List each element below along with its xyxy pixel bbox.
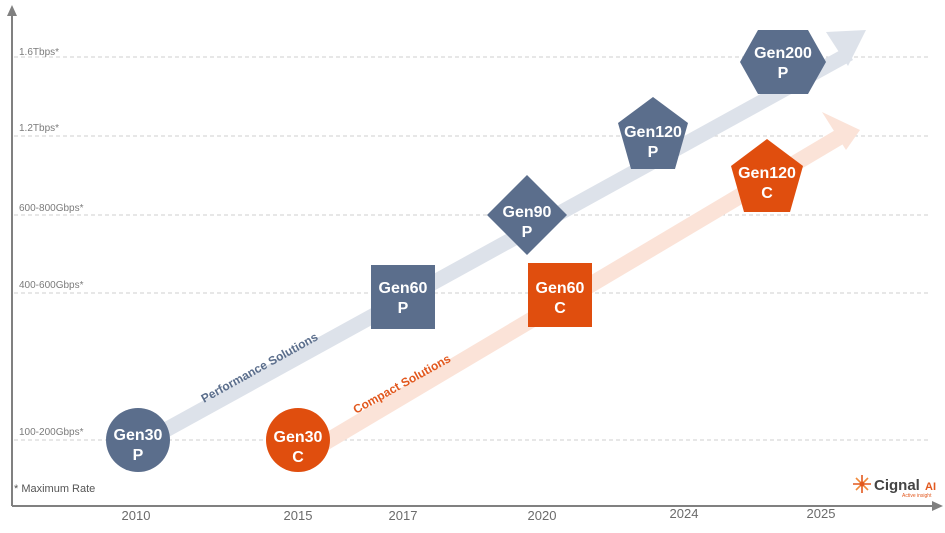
node-gen30c-line2: C: [292, 449, 304, 466]
node-gen120c-line2: C: [761, 185, 773, 202]
node-gen30c: Gen30 C: [266, 408, 330, 472]
node-gen30c-line1: Gen30: [274, 429, 323, 446]
y-axis-arrowhead: [7, 5, 17, 16]
x-label-2020: 2020: [528, 508, 557, 523]
spark-icon: [853, 475, 871, 493]
y-label-100-200: 100-200Gbps*: [19, 427, 84, 438]
logo-tagline: Active insight: [902, 493, 932, 499]
cignal-logo: Cignal AI Active insight: [853, 475, 936, 499]
node-gen200p-line1: Gen200: [754, 45, 812, 62]
logo-name: Cignal: [874, 477, 920, 494]
footnote: * Maximum Rate: [14, 483, 95, 495]
y-label-600-800: 600-800Gbps*: [19, 203, 84, 214]
node-gen30c-shape: [266, 408, 330, 472]
node-gen60c-line1: Gen60: [536, 280, 585, 297]
node-gen60c-line2: C: [554, 300, 566, 317]
grid-lines: [14, 56, 930, 441]
node-gen30p-line2: P: [133, 447, 144, 464]
node-gen90p: Gen90 P: [487, 175, 567, 255]
x-label-2015: 2015: [284, 508, 313, 523]
axes: [7, 5, 943, 511]
node-gen120p: Gen120 P: [618, 97, 688, 169]
node-gen30p-shape: [106, 408, 170, 472]
node-gen200p: Gen200 P: [740, 30, 826, 94]
performance-band-label: Performance Solutions: [199, 330, 321, 406]
x-label-2017: 2017: [389, 508, 418, 523]
node-gen30p: Gen30 P: [106, 408, 170, 472]
logo-suffix: AI: [925, 481, 936, 493]
node-gen60p-line1: Gen60: [379, 280, 428, 297]
y-label-400-600: 400-600Gbps*: [19, 280, 84, 291]
node-gen90p-shape: [487, 175, 567, 255]
node-gen120p-line2: P: [648, 144, 659, 161]
y-label-1-2tbps: 1.2Tbps*: [19, 123, 59, 134]
compact-band-arrowhead: [822, 112, 860, 150]
node-gen60c-shape: [528, 263, 592, 327]
node-gen60p-line2: P: [398, 300, 409, 317]
x-label-2024: 2024: [670, 506, 699, 521]
performance-band: [128, 30, 866, 455]
node-gen120c: Gen120 C: [731, 139, 803, 212]
x-label-2010: 2010: [122, 508, 151, 523]
x-label-2025: 2025: [807, 506, 836, 521]
node-gen120p-line1: Gen120: [624, 124, 682, 141]
node-gen90p-line2: P: [522, 224, 533, 241]
node-gen120c-shape: [731, 139, 803, 212]
performance-band-arrowhead: [826, 30, 866, 66]
node-gen200p-line2: P: [778, 65, 789, 82]
node-gen60p: Gen60 P: [371, 265, 435, 329]
node-gen30p-line1: Gen30: [114, 427, 163, 444]
node-gen90p-line1: Gen90: [503, 204, 552, 221]
node-gen200p-shape: [740, 30, 826, 94]
node-gen120c-line1: Gen120: [738, 165, 796, 182]
y-label-1-6tbps: 1.6Tbps*: [19, 47, 59, 58]
node-gen60p-shape: [371, 265, 435, 329]
y-axis-labels: 1.6Tbps* 1.2Tbps* 600-800Gbps* 400-600Gb…: [19, 47, 84, 438]
node-gen60c: Gen60 C: [528, 263, 592, 327]
x-axis-labels: 2010 2015 2017 2020 2024 2025: [122, 506, 836, 523]
x-axis-arrowhead: [932, 501, 943, 511]
node-gen120p-shape: [618, 97, 688, 169]
